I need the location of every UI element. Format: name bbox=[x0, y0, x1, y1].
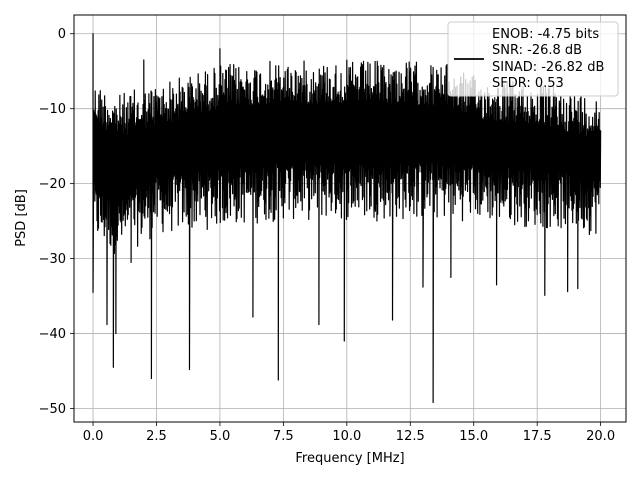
x-tick-label: 15.0 bbox=[459, 429, 488, 444]
y-axis-title: PSD [dB] bbox=[14, 189, 29, 247]
legend-sfdr: SFDR: 0.53 bbox=[492, 76, 564, 91]
legend: ENOB: -4.75 bits SNR: -26.8 dB SINAD: -2… bbox=[448, 22, 618, 96]
y-tick-label: −30 bbox=[39, 252, 66, 267]
x-tick-label: 10.0 bbox=[332, 429, 361, 444]
y-tick-label: −20 bbox=[39, 177, 66, 192]
x-tick-label: 5.0 bbox=[210, 429, 231, 444]
x-tick-label: 17.5 bbox=[523, 429, 552, 444]
legend-sinad: SINAD: -26.82 dB bbox=[492, 60, 604, 75]
x-axis-title: Frequency [MHz] bbox=[295, 451, 404, 466]
y-tick-label: −50 bbox=[39, 402, 66, 417]
x-tick-label: 7.5 bbox=[273, 429, 294, 444]
legend-enob: ENOB: -4.75 bits bbox=[492, 27, 599, 42]
legend-snr: SNR: -26.8 dB bbox=[492, 43, 582, 58]
y-tick-label: −10 bbox=[39, 102, 66, 117]
x-tick-label: 12.5 bbox=[396, 429, 425, 444]
x-tick-label: 2.5 bbox=[146, 429, 167, 444]
x-tick-label: 0.0 bbox=[83, 429, 104, 444]
y-tick-label: 0 bbox=[58, 27, 66, 42]
x-tick-label: 20.0 bbox=[586, 429, 615, 444]
y-tick-label: −40 bbox=[39, 327, 66, 342]
